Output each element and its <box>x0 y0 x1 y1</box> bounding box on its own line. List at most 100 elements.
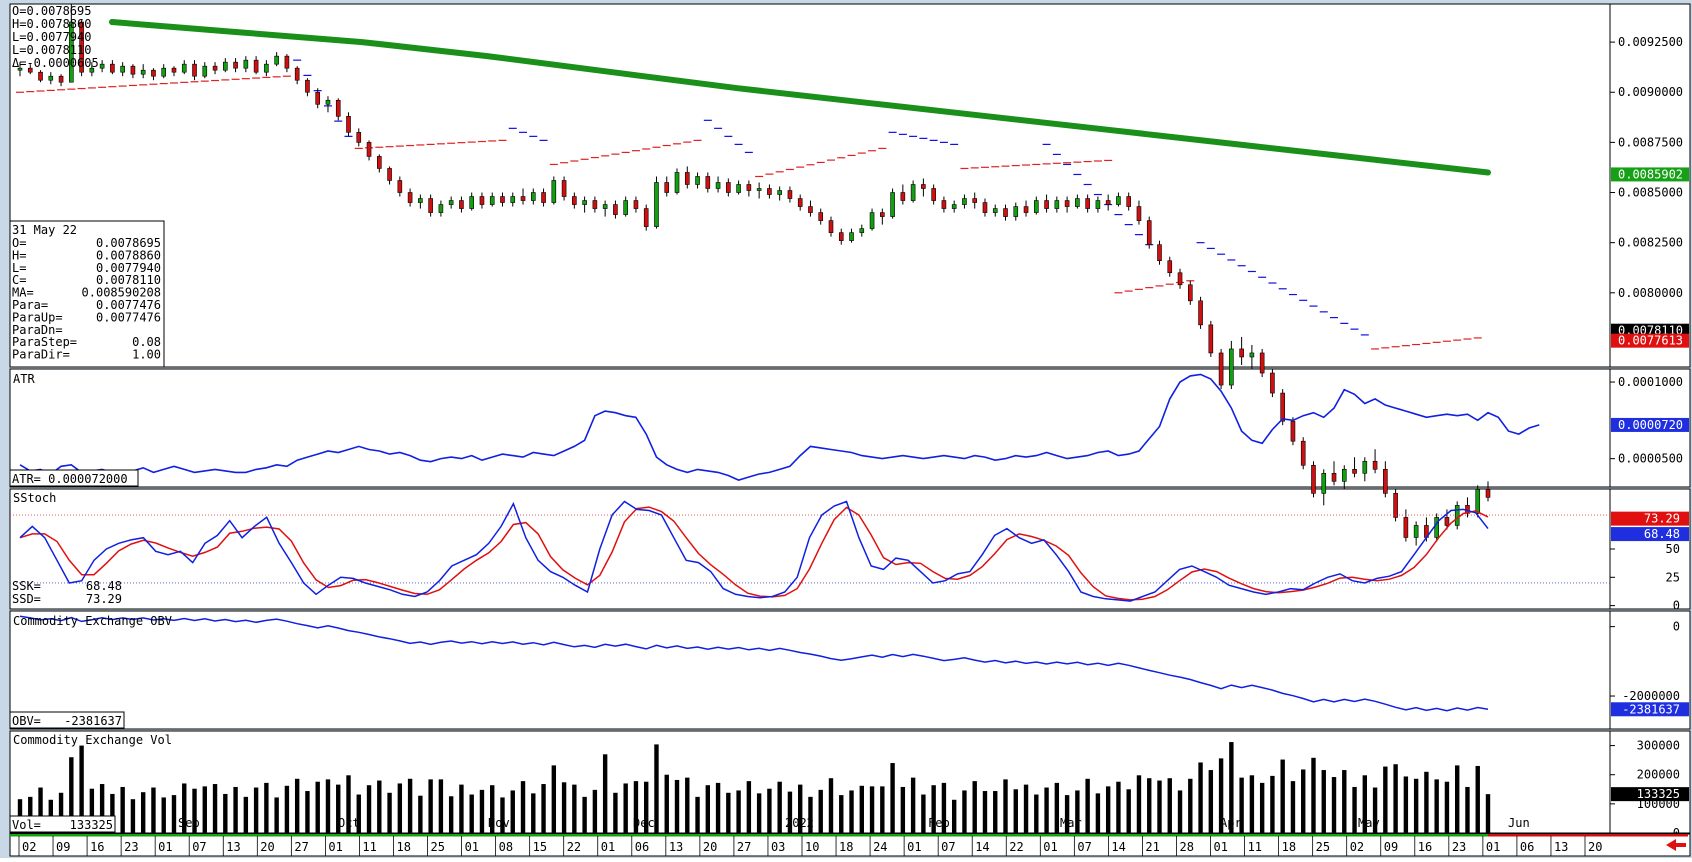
x-day-label: 23 <box>124 840 138 854</box>
volume-bar <box>243 796 249 833</box>
info-box-key: H= <box>12 248 26 262</box>
volume-bar <box>1280 759 1285 833</box>
x-day-label: 01 <box>1043 840 1057 854</box>
volume-bar <box>1239 777 1244 833</box>
candle-body <box>602 204 608 209</box>
badge-ma <box>1611 167 1689 182</box>
candle-body <box>1383 468 1388 494</box>
stoch-readout-value: 73.29 <box>86 592 122 606</box>
atr-title: ATR <box>13 372 35 386</box>
volume-bar <box>1105 786 1111 833</box>
volume-bar <box>705 785 711 833</box>
badge-ssd-label: 73.29 <box>1644 512 1680 526</box>
volume-bar <box>1362 775 1368 833</box>
candle-body <box>551 180 557 203</box>
volume-bar <box>253 787 259 833</box>
candle-body <box>582 200 587 205</box>
x-day-label: 13 <box>669 840 683 854</box>
x-day-label: 08 <box>499 840 513 854</box>
info-box-key: ParaUp= <box>12 310 63 324</box>
obv-y-tick-label: -2000000 <box>1622 689 1680 703</box>
info-box-value: 0.0078695 <box>96 236 161 250</box>
volume-bar <box>161 797 166 833</box>
x-month-label: Dec <box>633 816 655 830</box>
info-box-key: ParaStep= <box>12 335 77 349</box>
volume-bar <box>531 793 536 833</box>
volume-bar <box>921 794 926 833</box>
badge-ssk-label: 68.48 <box>1644 527 1680 541</box>
candle-body <box>346 116 351 133</box>
volume-bar <box>1218 758 1224 833</box>
candle-body <box>89 67 95 73</box>
candle-body <box>613 204 618 215</box>
volume-bar <box>1259 782 1265 833</box>
candle-body <box>366 142 372 157</box>
volume-bar <box>407 778 413 833</box>
x-day-label: 21 <box>1145 840 1159 854</box>
volume-bar <box>1003 779 1008 833</box>
main-y-tick-label: 0.0090000 <box>1618 85 1683 99</box>
candle-body <box>695 176 700 185</box>
volume-bar <box>1434 779 1439 833</box>
volume-bar <box>1064 795 1070 833</box>
vol-title: Commodity Exchange Vol <box>13 733 172 747</box>
candle-body <box>294 67 300 81</box>
candle-body <box>79 21 84 73</box>
volume-bar <box>572 784 577 833</box>
candle-body <box>910 184 916 201</box>
x-day-label: 01 <box>601 840 615 854</box>
volume-bar <box>305 791 310 833</box>
x-day-label: 24 <box>873 840 887 854</box>
volume-bar <box>787 791 793 833</box>
volume-bar <box>910 777 916 833</box>
volume-bar <box>685 777 690 833</box>
badge-atr <box>1611 417 1689 432</box>
volume-bar <box>325 779 331 833</box>
x-day-label: 07 <box>941 840 955 854</box>
volume-bar <box>644 781 649 833</box>
stoch-y-tick-label: 0 <box>1673 599 1680 613</box>
volume-bar <box>1290 781 1296 833</box>
badge-ssd <box>1611 511 1689 526</box>
volume-bar <box>1023 784 1029 833</box>
main-y-tick-label: 0.0092500 <box>1618 35 1683 49</box>
volume-bar <box>366 785 372 833</box>
candle-body <box>356 132 362 143</box>
volume-bar <box>38 787 43 833</box>
x-day-label: 18 <box>396 840 410 854</box>
vol-y-tick-label: 0 <box>1673 826 1680 840</box>
volume-bar <box>551 765 557 833</box>
badge-atr-label: 0.0000720 <box>1618 418 1683 432</box>
info-box-key: C= <box>12 273 26 287</box>
candle-body <box>674 172 680 193</box>
candle-body <box>972 198 978 203</box>
volume-bar <box>377 780 382 833</box>
candle-body <box>181 63 187 73</box>
x-day-label: 22 <box>1009 840 1023 854</box>
volume-bar <box>1403 776 1409 833</box>
candle-body <box>264 63 269 73</box>
candle-body <box>1116 196 1121 205</box>
vol-readout-box <box>9 815 116 833</box>
candle-body <box>1208 324 1214 354</box>
volume-bar <box>428 779 433 833</box>
volume-bar <box>336 784 341 833</box>
volume-bar <box>1044 787 1049 833</box>
candle-body <box>1259 352 1265 374</box>
x-day-label: 28 <box>1179 840 1193 854</box>
candle-body <box>1331 472 1337 482</box>
candle-body <box>777 190 782 195</box>
volume-bar <box>1372 787 1378 833</box>
volume-bar <box>28 796 33 833</box>
volume-bar <box>448 796 454 833</box>
candle-body <box>705 176 711 189</box>
vol-y-tick-label: 200000 <box>1637 768 1680 782</box>
candle-body <box>1321 472 1327 494</box>
volume-bar <box>1147 778 1152 833</box>
obv-readout-key: OBV= <box>12 714 41 728</box>
volume-bar <box>223 793 228 833</box>
info-box-value: 0.08 <box>132 335 161 349</box>
candle-body <box>253 59 259 73</box>
candle-body <box>715 182 721 189</box>
candle-body <box>1034 200 1039 213</box>
